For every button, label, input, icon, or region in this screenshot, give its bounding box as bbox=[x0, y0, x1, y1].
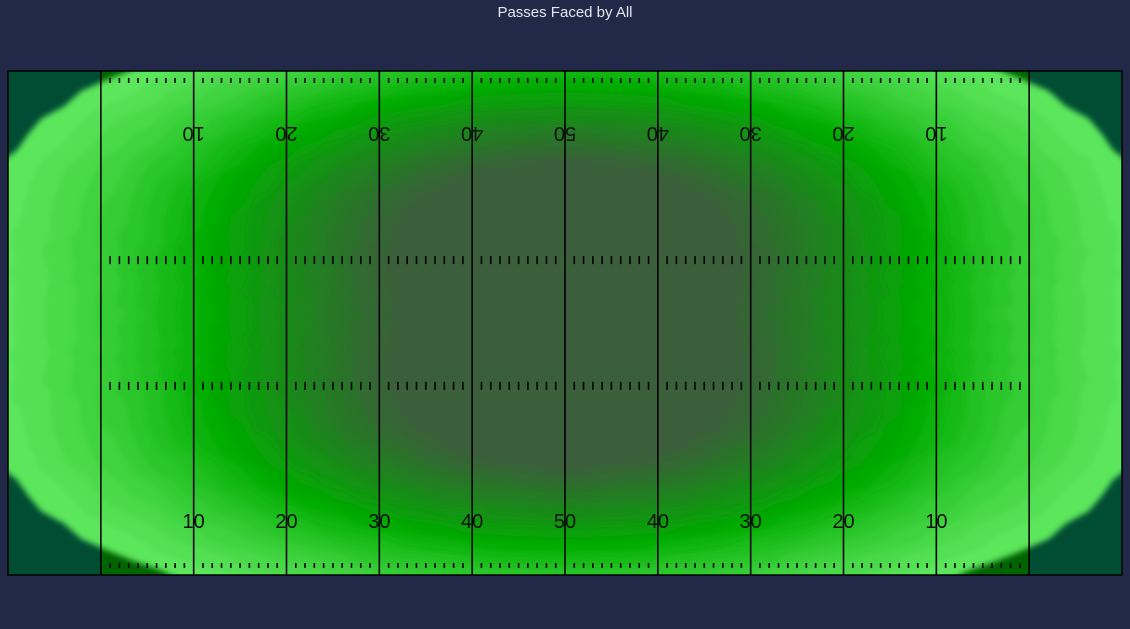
yard-number-bottom: 50 bbox=[554, 511, 576, 533]
yard-number-top: 20 bbox=[832, 122, 854, 144]
yard-number-bottom: 30 bbox=[368, 511, 390, 533]
yard-number-bottom: 10 bbox=[183, 511, 205, 533]
yard-number-top: 10 bbox=[925, 122, 947, 144]
yard-number-top: 20 bbox=[275, 122, 297, 144]
lines-layer bbox=[7, 70, 1123, 576]
yard-number-bottom: 30 bbox=[740, 511, 762, 533]
yard-number-top: 30 bbox=[368, 122, 390, 144]
yard-number-bottom: 20 bbox=[832, 511, 854, 533]
chart-title: Passes Faced by All bbox=[497, 4, 633, 21]
yard-number-top: 10 bbox=[183, 122, 205, 144]
yard-labels-layer: 10 10 20 20 30 30 40 40 50 50 40 40 30 30 20 20 10 10 bbox=[183, 122, 948, 533]
yard-number-bottom: 20 bbox=[275, 511, 297, 533]
yard-number-top: 40 bbox=[647, 122, 669, 144]
yard-number-top: 50 bbox=[554, 122, 576, 144]
field-border bbox=[7, 70, 1123, 576]
yard-number-bottom: 40 bbox=[461, 511, 483, 533]
yard-number-bottom: 10 bbox=[925, 511, 947, 533]
yard-number-bottom: 40 bbox=[647, 511, 669, 533]
yard-number-top: 40 bbox=[461, 122, 483, 144]
yard-number-top: 30 bbox=[740, 122, 762, 144]
